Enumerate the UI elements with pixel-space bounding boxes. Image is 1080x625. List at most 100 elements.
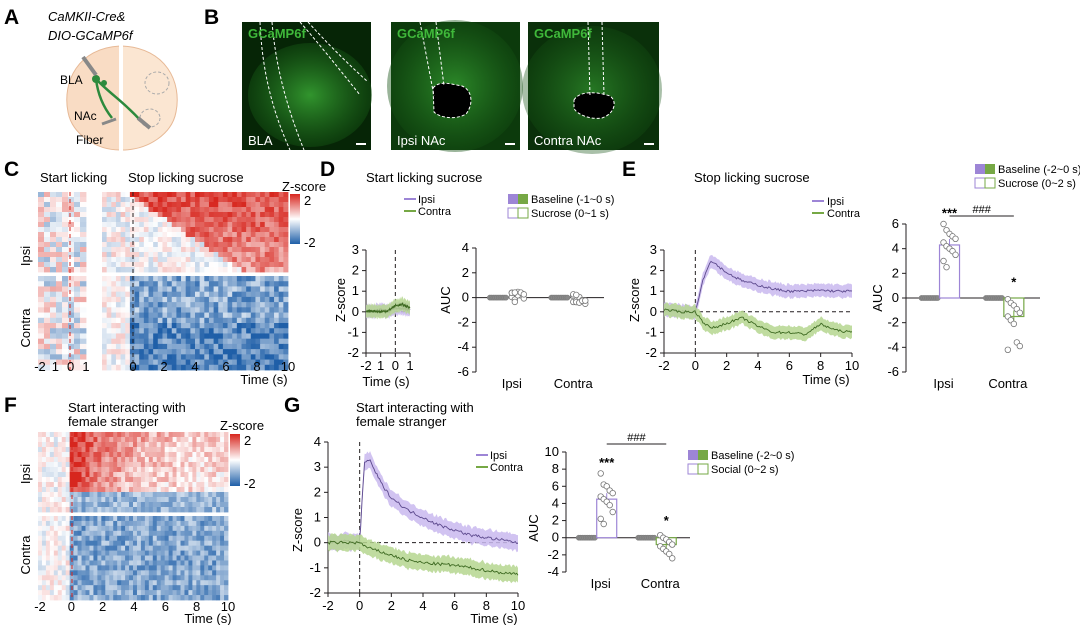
f-contra-cell [152,595,158,601]
f-contra-cell [216,590,221,596]
f-contra-cell [53,595,59,601]
c-right-ipsi-cell [204,222,210,228]
c-left-contra-cell [50,333,57,340]
f-contra-cell [133,560,138,566]
f-ipsi-cell [164,462,170,468]
c-right-ipsi-cell [250,212,256,218]
f-ipsi-cell [196,437,201,443]
e-legend-contra: Contra [827,208,861,220]
c-left-ipsi-cell [80,262,87,268]
c-right-ipsi-cell [246,212,252,218]
c-right-ipsi-cell [250,257,256,263]
f-contra-cell [65,545,71,551]
c-right-contra-cell [199,338,205,345]
c-right-ipsi-cell [190,227,196,233]
c-right-ipsi-cell [153,192,159,198]
c-left-ipsi-cell [50,262,57,268]
f-ipsi-cell [65,457,71,463]
f-ipsi-cell [105,502,110,508]
f-contra-cell [196,550,201,556]
f-ipsi-cell [49,507,55,513]
c-left-contra-cell [50,296,57,303]
c-left-contra-cell [74,354,81,360]
f-contra-cell [49,516,55,522]
f-contra-cell [49,535,55,542]
f-contra-cell [156,535,162,542]
c-right-contra-cell [283,312,289,319]
f-contra-cell [224,520,229,527]
f-contra-cell [53,545,59,551]
c-left-contra-cell [80,349,87,355]
undefined-tick: 1 [82,359,89,374]
c-right-ipsi-cell [227,257,233,263]
c-right-ipsi-cell [115,247,121,253]
f-contra-cell [117,580,122,586]
f-ipsi-cell [105,492,110,498]
f-ipsi-cell [160,447,166,453]
f-ipsi-cell [101,492,106,498]
c-left-contra-cell [68,296,75,303]
f-ipsi-cell [212,447,217,453]
b3-bottom-label: Contra NAc [534,133,602,148]
f-contra-cell [105,575,110,581]
f-contra-cell [220,550,225,556]
c-left-contra-cell [74,302,81,308]
c-right-contra-cell [232,281,238,287]
f-ipsi-cell [176,432,181,438]
f-contra-cell [200,530,205,537]
f-ipsi-cell [144,497,150,503]
c-right-ipsi-cell [213,242,219,248]
c-right-ipsi-cell [260,237,266,243]
f-contra-cell [57,516,63,522]
f-ipsi-cell [140,502,146,508]
f-ipsi-cell [192,477,197,483]
f-contra-cell [129,525,134,532]
f-contra-cell [49,545,55,551]
c-right-contra-cell [102,359,108,366]
f-ipsi-cell [45,492,51,498]
f-contra-cell [65,570,71,576]
c-right-contra-cell [125,296,131,303]
c-right-contra-cell [176,296,182,303]
c-right-ipsi-cell [218,202,224,208]
c-right-contra-cell [260,333,266,340]
f-ipsi-cell [140,467,146,473]
brain-schematic [66,44,178,152]
c-right-ipsi-cell [246,197,252,203]
c-right-contra-cell [274,291,280,298]
f-ipsi-cell [85,442,90,448]
f-contra-cell [61,530,67,537]
c-right-ipsi-cell [102,232,108,238]
f-contra-cell [101,595,106,601]
c-right-ipsi-cell [236,247,242,253]
c-right-ipsi-cell [185,222,191,228]
c-right-contra-cell [120,312,126,319]
c-right-contra-cell [102,354,108,360]
f-ipsi-cell [188,432,193,438]
f-contra-cell [164,530,170,537]
c-right-contra-cell [236,276,242,282]
c-right-ipsi-cell [171,267,177,273]
c-right-contra-cell [181,317,187,324]
f-ipsi-cell [85,432,90,438]
f-contra-cell [152,520,158,527]
c-right-ipsi-cell [106,232,112,238]
f-contra-cell [89,595,94,601]
c-right-ipsi-cell [129,197,135,203]
f-contra-cell [133,580,138,586]
c-right-ipsi-cell [171,227,177,233]
f-contra-cell [73,525,78,532]
f-ipsi-cell [133,462,138,468]
c-right-ipsi-cell [176,232,182,238]
f-ipsi-cell [204,477,209,483]
c-left-contra-cell [74,276,81,282]
c-right-ipsi-cell [232,252,238,258]
c-right-ipsi-cell [195,247,201,253]
f-contra-cell [188,530,193,537]
c-right-contra-cell [162,307,168,313]
c-right-ipsi-cell [111,267,117,273]
f-contra-cell [81,520,86,527]
f-ipsi-cell [208,482,213,488]
f-ipsi-cell [176,437,181,443]
f-contra-cell [41,585,47,591]
